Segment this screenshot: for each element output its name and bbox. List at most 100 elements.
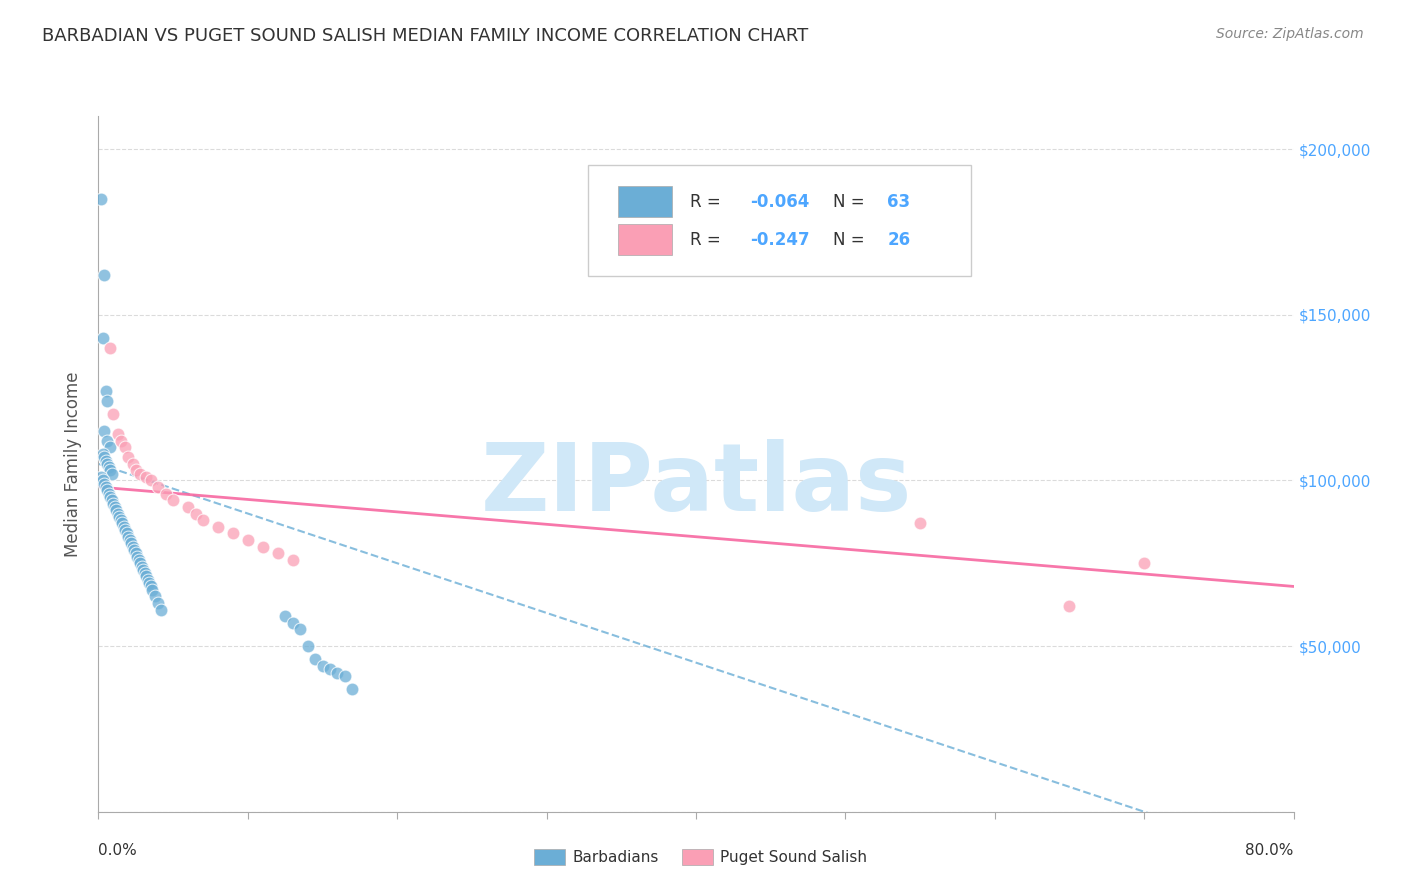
Text: Barbadians: Barbadians (572, 850, 658, 864)
Point (112, 520, 135, 534)
Point (319, 662, 342, 676)
Point (94, 384, 117, 398)
Point (125, 463, 148, 477)
Point (288, 623, 311, 637)
FancyBboxPatch shape (619, 186, 672, 217)
Point (121, 540, 143, 554)
Point (127, 549, 149, 564)
Point (97, 460, 120, 475)
Point (90, 470, 112, 484)
Point (101, 467, 124, 481)
Point (124, 543, 146, 558)
Point (139, 474, 162, 488)
Point (207, 520, 229, 534)
Point (100, 341, 122, 355)
Point (252, 540, 274, 554)
Text: 0.0%: 0.0% (98, 843, 138, 858)
Point (129, 467, 152, 481)
Point (100, 463, 122, 477)
Point (128, 553, 150, 567)
Point (274, 609, 297, 624)
Point (1133, 556, 1156, 570)
Text: R =: R = (690, 231, 725, 249)
Point (342, 682, 364, 697)
Point (93, 268, 115, 282)
Text: R =: R = (690, 193, 725, 211)
Point (304, 652, 326, 666)
Point (134, 566, 156, 581)
Point (104, 500, 127, 514)
Point (91, 331, 114, 345)
Point (93, 450, 115, 465)
Point (94, 480, 117, 494)
Text: 63: 63 (887, 193, 910, 211)
Point (333, 669, 356, 683)
Point (117, 450, 139, 465)
Point (111, 516, 134, 531)
Point (107, 507, 129, 521)
FancyBboxPatch shape (619, 224, 672, 255)
Point (135, 569, 157, 583)
Text: -0.064: -0.064 (749, 193, 808, 211)
Point (184, 507, 207, 521)
Point (177, 500, 200, 514)
Point (135, 470, 157, 484)
Point (191, 513, 214, 527)
Text: Source: ZipAtlas.com: Source: ZipAtlas.com (1216, 27, 1364, 41)
Point (91, 447, 114, 461)
Text: -0.247: -0.247 (749, 231, 810, 249)
Point (148, 480, 170, 494)
Point (107, 427, 129, 442)
Point (96, 393, 118, 408)
Point (105, 503, 128, 517)
Point (141, 582, 163, 597)
Point (115, 526, 138, 541)
Point (131, 559, 153, 574)
Text: 26: 26 (887, 231, 910, 249)
Point (118, 533, 141, 547)
Point (114, 440, 136, 454)
Text: ZIPatlas: ZIPatlas (481, 439, 911, 531)
Point (139, 579, 162, 593)
Point (96, 434, 118, 448)
Point (236, 533, 259, 547)
Point (103, 497, 125, 511)
Point (222, 526, 245, 541)
Point (103, 407, 125, 421)
Point (101, 493, 124, 508)
Text: N =: N = (834, 231, 870, 249)
Point (162, 493, 184, 508)
Point (132, 563, 155, 577)
Point (94, 453, 117, 467)
Point (297, 639, 319, 653)
Point (110, 513, 132, 527)
Point (117, 530, 139, 544)
Point (108, 509, 131, 524)
Text: Puget Sound Salish: Puget Sound Salish (720, 850, 868, 864)
Point (281, 553, 304, 567)
Text: 80.0%: 80.0% (1246, 843, 1294, 858)
Point (908, 516, 931, 531)
Point (148, 596, 170, 610)
Point (110, 434, 132, 448)
Point (120, 536, 142, 550)
Point (136, 573, 159, 587)
Point (281, 615, 304, 630)
Point (93, 424, 115, 438)
Point (326, 665, 349, 680)
Point (91, 474, 114, 488)
Y-axis label: Median Family Income: Median Family Income (65, 371, 83, 557)
Point (129, 556, 152, 570)
Point (96, 457, 118, 471)
Point (93, 476, 115, 491)
Point (100, 490, 122, 504)
Point (138, 576, 160, 591)
Point (1059, 599, 1081, 614)
Point (143, 590, 166, 604)
Point (96, 483, 118, 498)
Point (155, 486, 177, 500)
Point (121, 457, 143, 471)
Point (311, 659, 333, 673)
Point (90, 192, 112, 206)
Point (125, 546, 148, 560)
